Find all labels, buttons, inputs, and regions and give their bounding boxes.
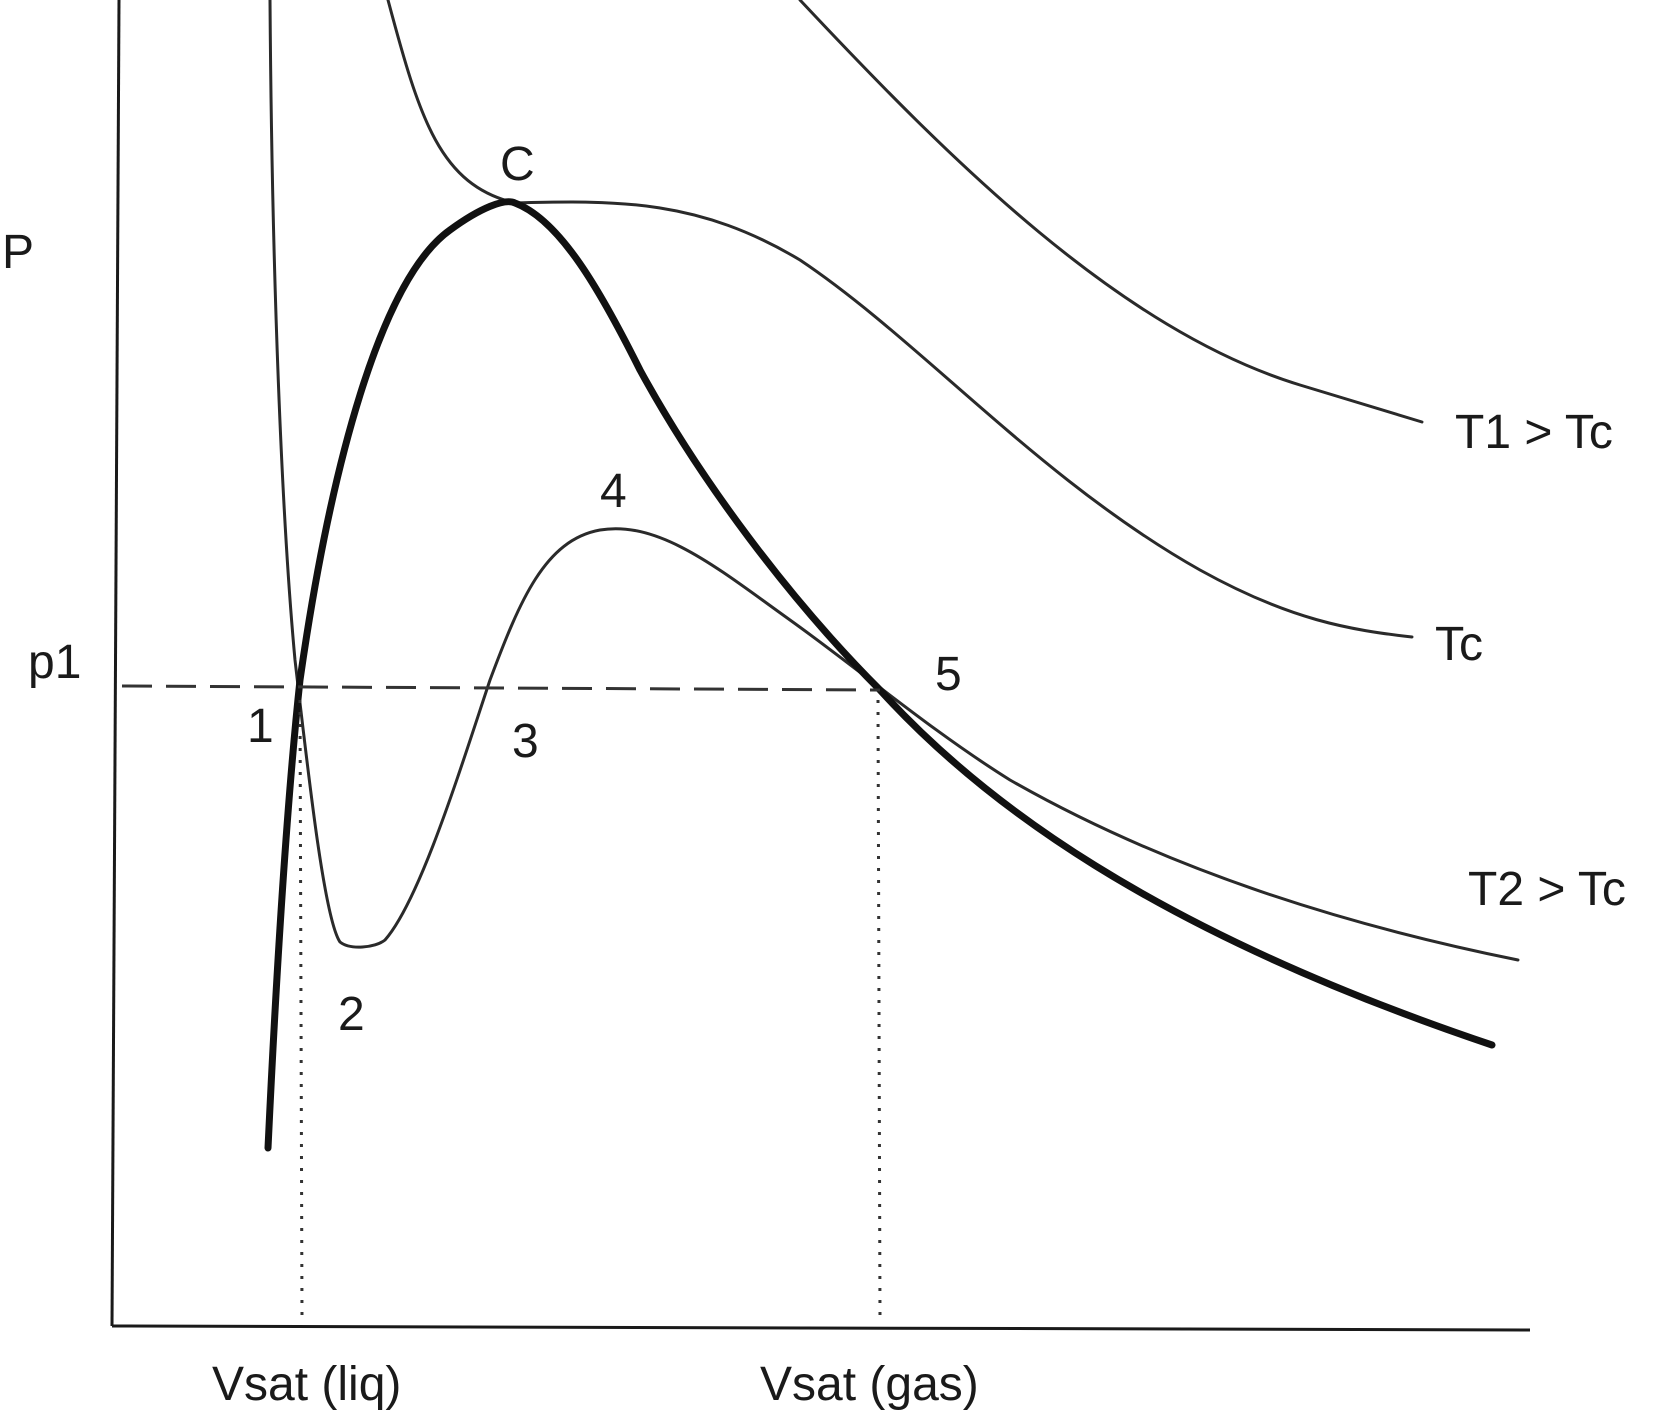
t2-curve-label: T2 > Tc [1468,863,1626,916]
vsat-liquid-dropline [298,699,304,1319]
isotherm-t1-curve [798,0,1424,424]
p1-label: p1 [28,636,81,689]
isotherm-t2-curve [268,0,1520,962]
vsat-liquid-label: Vsat (liq) [212,1358,401,1411]
point-2-label: 2 [338,988,365,1041]
vsat-gas-dropline [876,699,882,1319]
y-axis [110,0,121,1327]
point-5-label: 5 [935,648,962,701]
tc-curve-label: Tc [1435,618,1483,671]
point-3-label: 3 [512,715,539,768]
point-4-label: 4 [600,465,627,518]
p1-dashed-line [121,684,881,692]
point-c-label: C [500,138,535,191]
vsat-gas-label: Vsat (gas) [760,1358,979,1411]
point-1-label: 1 [247,700,274,753]
t1-curve-label: T1 > Tc [1455,406,1613,459]
saturation-dome [264,198,1496,1152]
x-axis [111,1324,1531,1332]
isotherm-tc-curve [386,0,1414,639]
y-axis-label: P [2,226,34,279]
